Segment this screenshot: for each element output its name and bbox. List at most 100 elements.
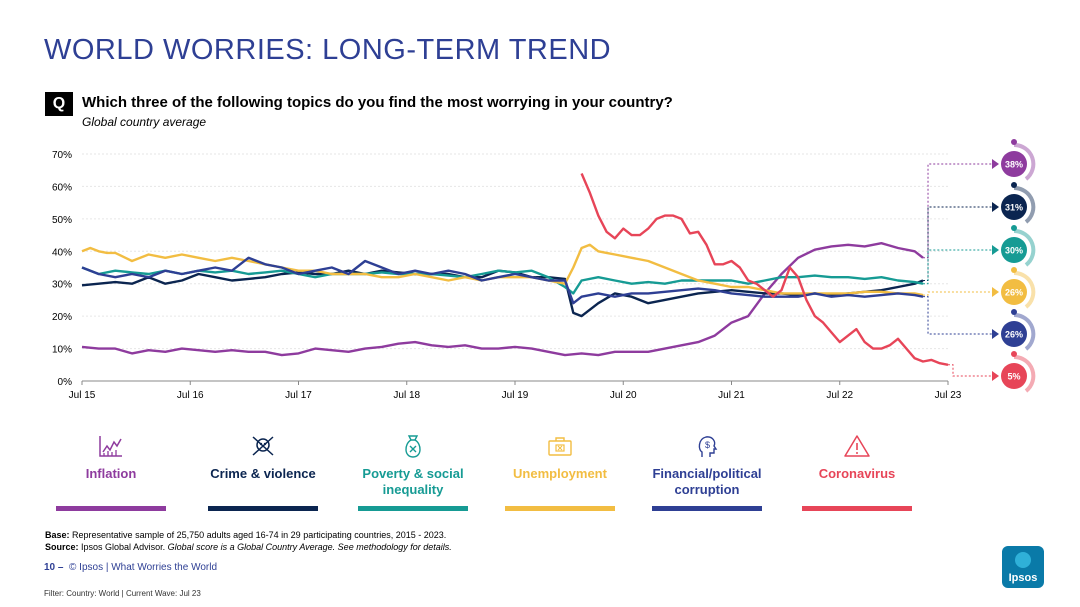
y-tick-label: 60% xyxy=(52,182,72,193)
end-value-circle xyxy=(1001,151,1027,177)
source-text: Ipsos Global Advisor. xyxy=(81,542,166,552)
decorative-arc xyxy=(1013,312,1036,351)
decorative-arc xyxy=(1013,142,1036,181)
money-bag-icon xyxy=(348,428,478,464)
series-line-financial-political-corruption xyxy=(81,256,924,305)
legend-label: Coronavirus xyxy=(818,466,896,481)
legend-item: Coronavirus xyxy=(792,428,922,511)
legend-color-bar xyxy=(56,506,166,511)
head-dollar-icon: $ xyxy=(642,428,772,464)
base-note: Base: Representative sample of 25,750 ad… xyxy=(45,530,446,540)
legend-item: Poverty & social inequality xyxy=(348,428,478,511)
footer-copyright: © Ipsos | What Worries the World xyxy=(69,562,218,573)
legend-color-bar xyxy=(505,506,615,511)
decorative-dot xyxy=(1011,225,1017,231)
arrow-head xyxy=(992,245,999,255)
y-tick-label: 40% xyxy=(52,247,72,258)
x-tick-label: Jul 21 xyxy=(718,390,745,401)
y-tick-label: 30% xyxy=(52,280,72,291)
decorative-dot xyxy=(1011,267,1017,273)
series-line-poverty-social-inequality xyxy=(81,266,924,295)
legend-color-bar xyxy=(358,506,468,511)
chart-subtitle: Global country average xyxy=(82,115,207,129)
x-tick-label: Jul 15 xyxy=(69,390,96,401)
connector-line xyxy=(923,206,992,281)
decorative-arc xyxy=(1013,270,1036,309)
logo-text: Ipsos xyxy=(1008,572,1038,584)
legend-label: Financial/political corruption xyxy=(652,466,762,497)
chart-trend-icon xyxy=(46,428,176,464)
briefcase-icon xyxy=(495,428,625,464)
base-text: Representative sample of 25,750 adults a… xyxy=(72,530,447,540)
decorative-dot xyxy=(1011,139,1017,145)
legend-color-bar xyxy=(652,506,762,511)
decorative-arc xyxy=(1013,185,1036,224)
end-value-label: 26% xyxy=(1005,330,1023,340)
y-tick-label: 0% xyxy=(58,377,73,388)
end-value-circle xyxy=(1001,321,1027,347)
y-tick-label: 10% xyxy=(52,345,72,356)
connector-line xyxy=(923,296,992,335)
page-title: WORLD WORRIES: LONG-TERM TREND xyxy=(44,34,612,66)
end-value-circle xyxy=(1001,194,1027,220)
end-value-circle xyxy=(1001,363,1027,389)
x-tick-label: Jul 18 xyxy=(393,390,420,401)
skull-crossbones-icon xyxy=(198,428,328,464)
y-tick-label: 70% xyxy=(52,150,72,161)
series-line-inflation xyxy=(81,242,924,357)
connector-line xyxy=(923,163,992,259)
warning-icon xyxy=(792,428,922,464)
legend-item: Unemployment xyxy=(495,428,625,511)
arrow-head xyxy=(992,287,999,297)
source-label: Source: xyxy=(45,542,79,552)
decorative-dot xyxy=(1011,309,1017,315)
legend-label: Crime & violence xyxy=(210,466,316,481)
question-badge: Q xyxy=(45,92,73,116)
connector-line xyxy=(923,249,992,285)
x-tick-label: Jul 20 xyxy=(610,390,637,401)
x-tick-label: Jul 16 xyxy=(177,390,204,401)
x-tick-label: Jul 23 xyxy=(935,390,962,401)
legend-item: Crime & violence xyxy=(198,428,328,511)
filter-text: Filter: Country: World | Current Wave: J… xyxy=(44,589,201,598)
legend-label: Inflation xyxy=(85,466,137,481)
end-value-label: 31% xyxy=(1005,203,1023,213)
end-value-label: 38% xyxy=(1005,160,1023,170)
end-value-label: 30% xyxy=(1005,246,1023,256)
base-label: Base: xyxy=(45,530,70,540)
decorative-dot xyxy=(1011,182,1017,188)
decorative-dot xyxy=(1011,351,1017,357)
series-line-unemployment xyxy=(81,243,924,297)
question-text: Which three of the following topics do y… xyxy=(82,94,673,111)
arrow-head xyxy=(992,159,999,169)
ipsos-logo: Ipsos xyxy=(1002,546,1044,588)
arrow-head xyxy=(992,202,999,212)
end-value-label: 26% xyxy=(1005,288,1023,298)
line-chart: 0% 10% 20% 30% 40% 50% 60% 70% Jul 15 Jul 16 Jul 1… xyxy=(52,139,1036,401)
end-value-label: 5% xyxy=(1007,372,1020,382)
decorative-arc xyxy=(1013,354,1036,393)
connector-line xyxy=(948,364,992,377)
end-value-circle xyxy=(1001,237,1027,263)
footer: 10 – © Ipsos | What Worries the World xyxy=(44,562,217,573)
legend-label: Poverty & social inequality xyxy=(362,466,464,497)
legend-color-bar xyxy=(802,506,912,511)
legend-color-bar xyxy=(208,506,318,511)
y-tick-label: 20% xyxy=(52,312,72,323)
end-value-circle xyxy=(1001,279,1027,305)
legend-label: Unemployment xyxy=(513,466,607,481)
x-tick-label: Jul 17 xyxy=(285,390,312,401)
legend-item: $ Financial/political corruption xyxy=(642,428,772,511)
x-tick-label: Jul 19 xyxy=(502,390,529,401)
decorative-arc xyxy=(1013,228,1036,267)
legend-item: Inflation xyxy=(46,428,176,511)
y-tick-label: 50% xyxy=(52,215,72,226)
source-methodology-note: Global score is a Global Country Average… xyxy=(167,542,452,552)
arrow-head xyxy=(992,329,999,339)
footer-dash: – xyxy=(57,562,64,573)
series-line-coronavirus xyxy=(580,173,949,366)
arrow-head xyxy=(992,371,999,381)
source-note: Source: Ipsos Global Advisor. Global sco… xyxy=(45,542,452,552)
x-tick-label: Jul 22 xyxy=(826,390,853,401)
svg-text:$: $ xyxy=(705,440,710,450)
